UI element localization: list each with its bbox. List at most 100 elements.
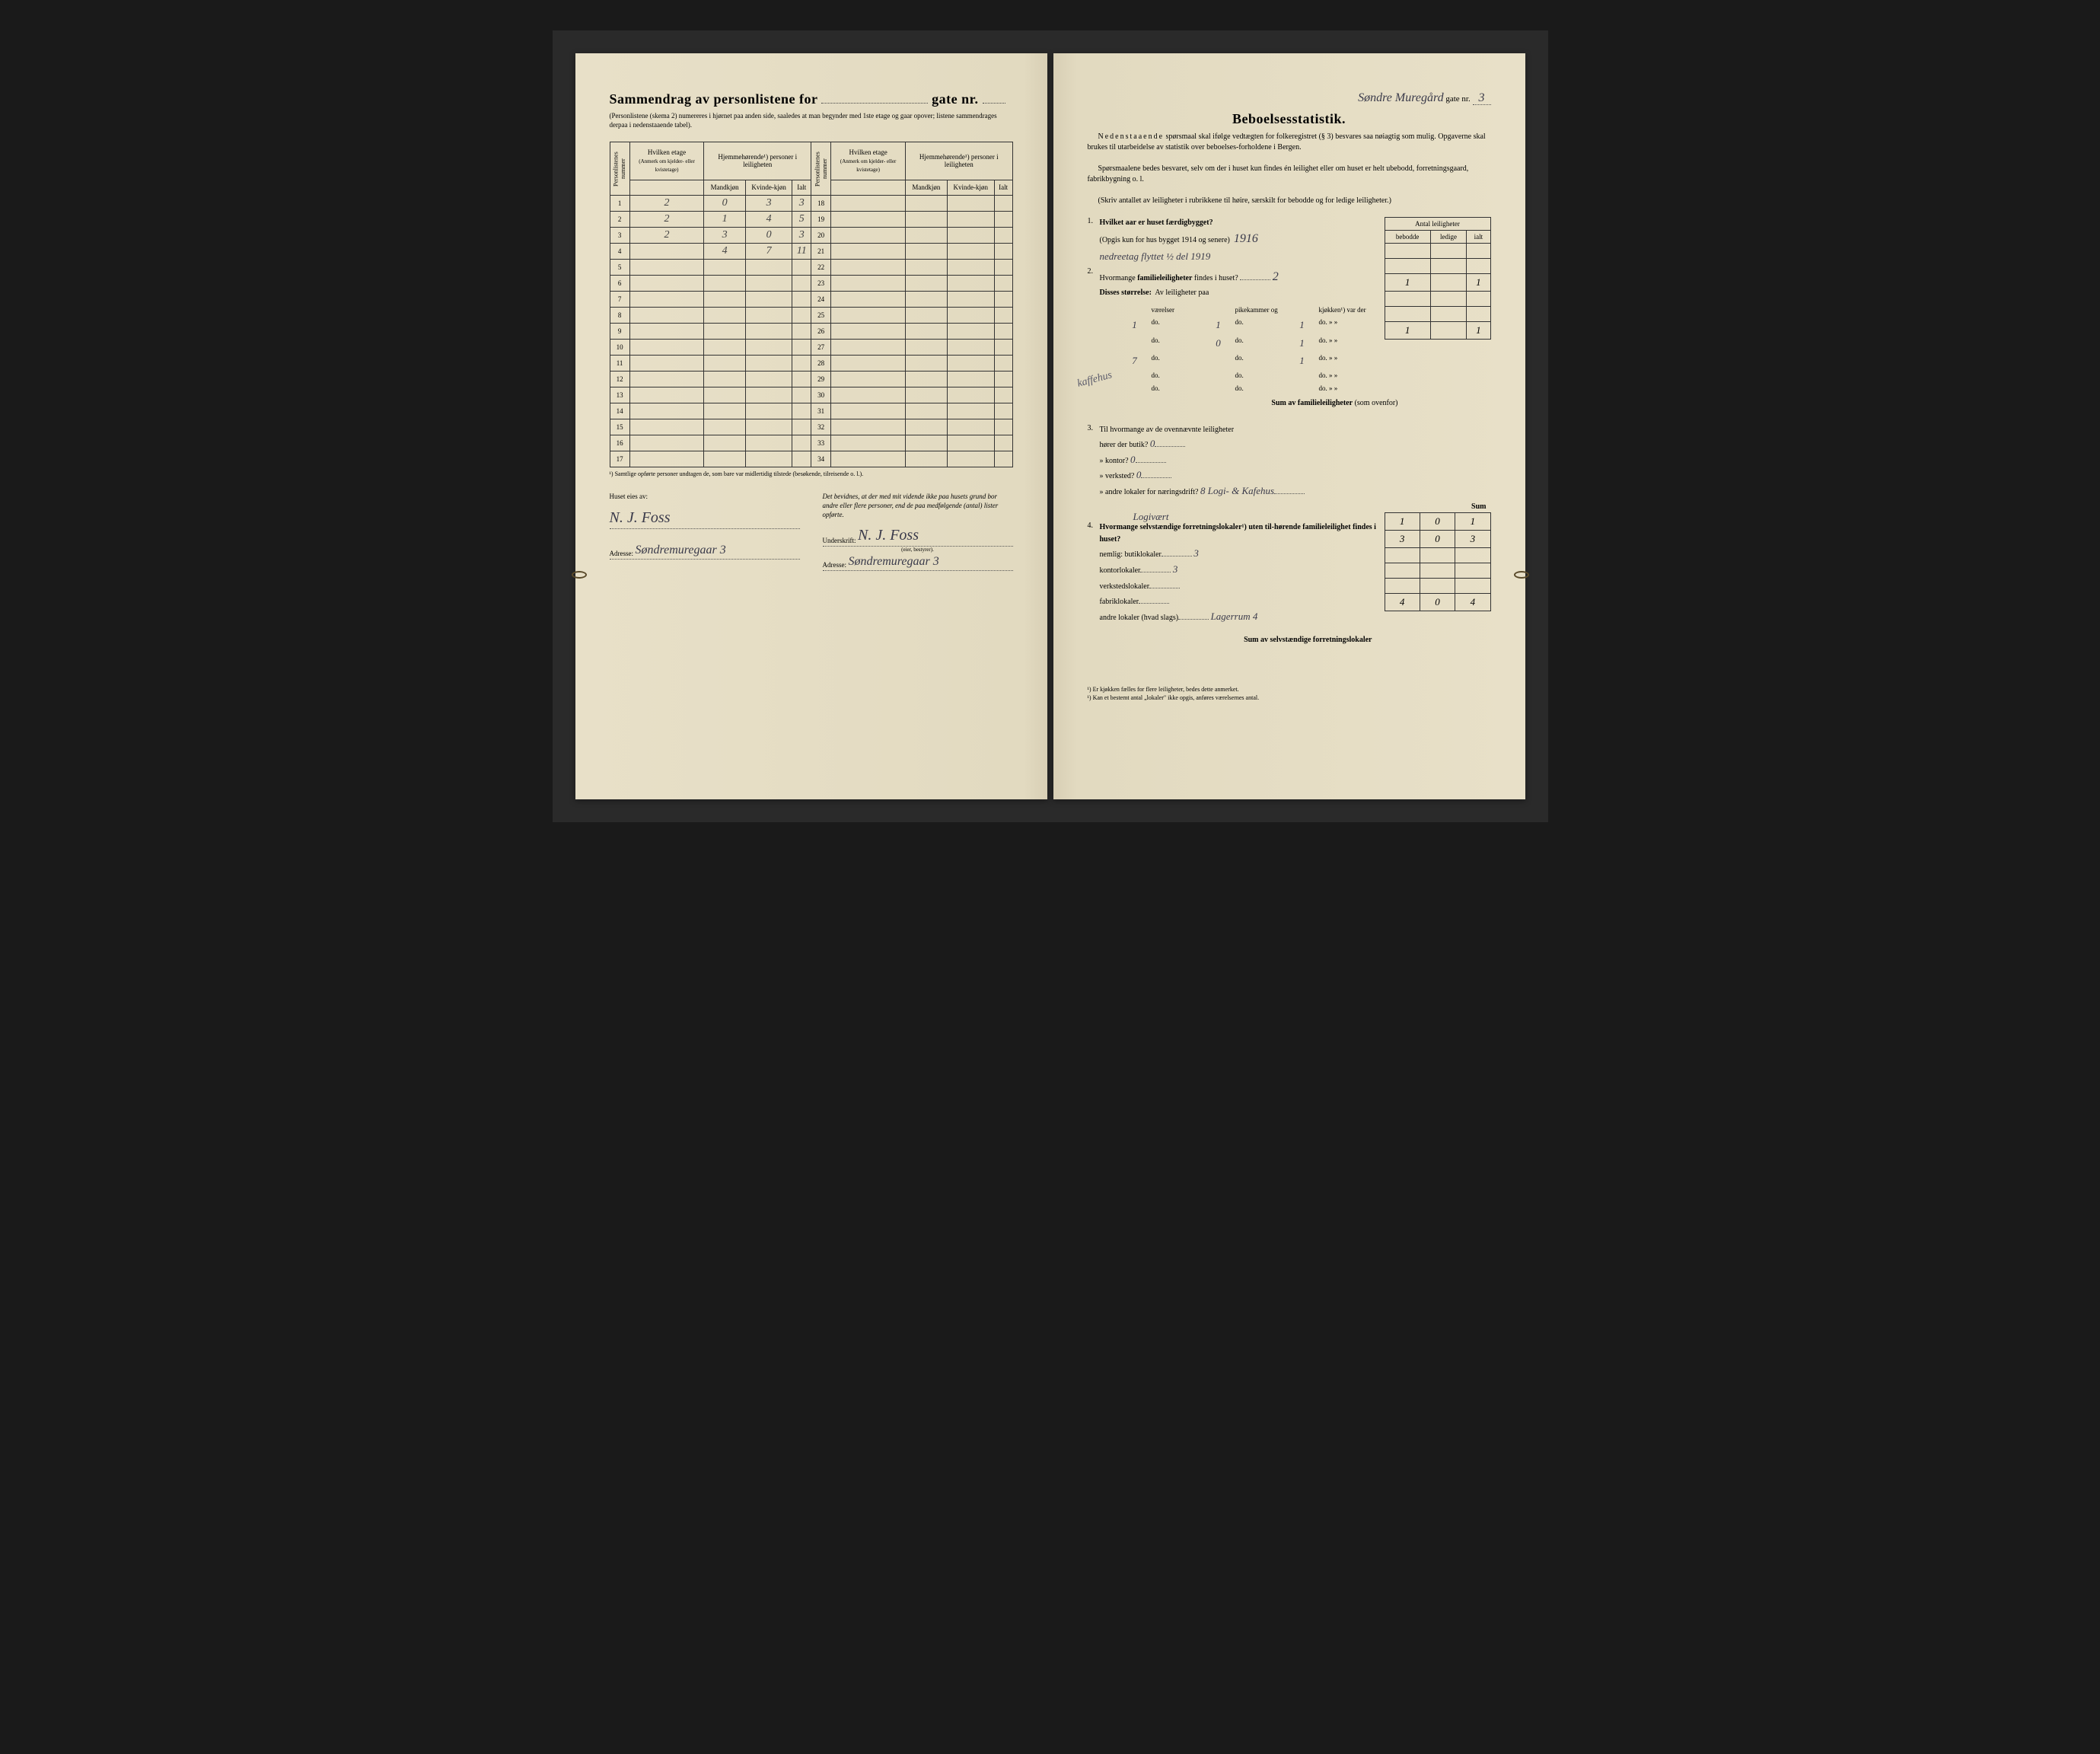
q4-a: Hvormange <box>1100 523 1140 531</box>
q3: 3. Til hvormange av de ovennævnte leilig… <box>1088 424 1491 518</box>
addr-line: Søndre Muregård gate nr. 3 <box>1088 91 1491 105</box>
hdr-etage-t2: Hvilken etage <box>849 148 887 156</box>
hdr-i-2: Ialt <box>994 180 1012 196</box>
q4-num: 4. <box>1088 521 1100 530</box>
owner-name: N. J. Foss <box>610 509 671 527</box>
table-row: 4471121 <box>610 244 1012 260</box>
owner-name-line: N. J. Foss <box>610 514 800 529</box>
size-row: 7do.do.1do. » » <box>1118 352 1403 369</box>
q4-sum: Sum av selvstændige forretningslokaler <box>1100 636 1377 644</box>
hdr-etage-n2: (Anmerk om kjelder- eller kvistetage) <box>840 158 897 173</box>
q2: 2. Hvormange familieleiligheter findes i… <box>1088 267 1377 414</box>
document-spread: Sammendrag av personlistene for gate nr.… <box>553 30 1548 822</box>
attestation: Huset eies av: N. J. Foss Adresse: Søndr… <box>610 493 1013 571</box>
q1-num: 1. <box>1088 217 1100 225</box>
table-row: 404 <box>1385 593 1490 611</box>
table-row: 1734 <box>610 451 1012 467</box>
q1-text: Hvilket aar er huset færdigbygget? <box>1100 218 1213 227</box>
title-gate: gate nr. <box>932 91 978 107</box>
hdr-etage-2: Hvilken etage (Anmerk om kjelder- eller … <box>831 142 906 180</box>
hdr-group-1: Hjemmehørende¹) personer i leiligheten <box>704 142 811 180</box>
table-row <box>1385 244 1490 259</box>
hdr-etage-t: Hvilken etage <box>648 148 686 156</box>
q2-num: 2. <box>1088 267 1100 276</box>
table-row <box>1385 563 1490 578</box>
table-row: 522 <box>610 260 1012 276</box>
stat-col-1: ledige <box>1430 231 1466 244</box>
title-prefix: Sammendrag av personlistene for <box>610 91 818 107</box>
table-row: 623 <box>610 276 1012 292</box>
q2-annotation: kaffehus <box>1075 370 1113 391</box>
owner-addr: Søndremuregaar 3 <box>636 544 726 557</box>
table-row: 1027 <box>610 340 1012 356</box>
stat-body-q4: 101303404 <box>1385 512 1490 611</box>
q4-line: nemlig: butiklokaler 3 <box>1100 546 1377 562</box>
q2-c: findes i huset? <box>1192 274 1238 282</box>
intro-3: (Skriv antallet av leiligheter i rubrikk… <box>1088 196 1491 206</box>
hdr-k-2: Kvinde-kjøn <box>947 180 994 196</box>
table-row: 1128 <box>610 356 1012 372</box>
hdr-num-2: Personlistenes nummer <box>811 142 831 196</box>
q1-sub: (Opgis kun for hus bygget 1914 og senere… <box>1100 236 1230 244</box>
title-num-blank <box>983 94 1005 104</box>
addr-street: Søndre Muregård <box>1358 91 1443 104</box>
owner-addr-label: Adresse: <box>610 550 634 557</box>
table-row: 303 <box>1385 530 1490 547</box>
owner-addr-line: Adresse: Søndremuregaar 3 <box>610 544 800 560</box>
census-body: 1203318221451932303204471121522623724825… <box>610 196 1012 467</box>
q2-sum-label: Sum av familieleiligheter <box>1271 399 1353 407</box>
q2-sub: Disses størrelse: <box>1100 289 1152 297</box>
q2-a: Hvormange <box>1100 274 1138 282</box>
sign-label: Underskrift: <box>823 537 856 544</box>
q4-line: kontorlokaler 3 <box>1100 562 1377 578</box>
census-head: Personlistenes nummer Hvilken etage (Anm… <box>610 142 1012 196</box>
left-page: Sammendrag av personlistene for gate nr.… <box>575 53 1047 799</box>
stat-table-q4: 101303404 <box>1385 512 1491 611</box>
q3-lines: hører der butik? 0» kontor? 0» verksted?… <box>1100 436 1491 499</box>
q3-num: 3. <box>1088 424 1100 432</box>
stat-box-q4: 101303404 <box>1385 512 1491 611</box>
q3-line: » kontor? 0 <box>1100 452 1491 468</box>
stat-col-2: ialt <box>1467 231 1490 244</box>
table-row: 3230320 <box>610 228 1012 244</box>
q2-ans: 2 <box>1273 270 1279 283</box>
left-subtitle: (Personlistene (skema 2) numereres i hjø… <box>610 112 1013 129</box>
q2-sum-note: (som ovenfor) <box>1355 399 1398 407</box>
owner-col: Huset eies av: N. J. Foss Adresse: Søndr… <box>610 493 800 571</box>
addr-num: 3 <box>1473 91 1491 105</box>
q4-lines: nemlig: butiklokaler 3kontorlokaler 3ver… <box>1100 546 1377 625</box>
hdr-m-1: Mandkjøn <box>704 180 745 196</box>
q2-sub2: Av leiligheter paa <box>1155 289 1209 297</box>
fn-0: ¹) Er kjøkken fælles for flere leilighet… <box>1088 685 1491 694</box>
stat-col-0: bebodde <box>1385 231 1430 244</box>
right-page: Søndre Muregård gate nr. 3 Beboelsesstat… <box>1053 53 1525 799</box>
table-row: 1431 <box>610 403 1012 419</box>
size-row: do.do.do. » » <box>1118 369 1403 381</box>
q3-line: hører der butik? 0 <box>1100 436 1491 452</box>
sign-name-line: Underskrift: N. J. Foss <box>823 531 1013 547</box>
sign-col: Det bevidnes, at der med mit vidende ikk… <box>823 493 1013 571</box>
q3-line: » andre lokaler for næringsdrift? 8 Logi… <box>1100 483 1491 499</box>
left-title: Sammendrag av personlistene for gate nr. <box>610 91 1013 107</box>
table-row: 1633 <box>610 435 1012 451</box>
q1: 1. Hvilket aar er huset færdigbygget? (O… <box>1088 217 1377 264</box>
table-row: 1203318 <box>610 196 1012 212</box>
sign-sub: (eier, bestyrer). <box>823 547 1013 553</box>
right-title: Beboelsesstatistik. <box>1088 111 1491 127</box>
intro-1: Nedenstaaende Nedenstaaende spørsmaal sk… <box>1088 132 1491 153</box>
q4-line: fabriklokaler <box>1100 593 1377 609</box>
census-table: Personlistenes nummer Hvilken etage (Anm… <box>610 142 1013 467</box>
table-row: 825 <box>610 308 1012 324</box>
hdr-etage-n: (Anmerk om kjelder- eller kvistetage) <box>639 158 695 173</box>
q4-line: andre lokaler (hvad slags) Lagerrum 4 <box>1100 609 1377 625</box>
q2-b: familieleiligheter <box>1137 274 1192 282</box>
intro-2: Spørsmaalene bedes besvaret, selv om der… <box>1088 164 1491 185</box>
table-row: 2214519 <box>610 212 1012 228</box>
q4-line: verkstedslokaler <box>1100 578 1377 594</box>
sign-addr-label: Adresse: <box>823 561 847 569</box>
fn-1: ¹) Kan et bestemt antal „lokaler" ikke o… <box>1088 694 1491 702</box>
binding-hole-icon <box>1514 571 1529 579</box>
q3-text: Til hvormange av de ovennævnte leilighet… <box>1100 424 1491 436</box>
hdr-i-1: Ialt <box>792 180 811 196</box>
table-row: 1229 <box>610 372 1012 387</box>
